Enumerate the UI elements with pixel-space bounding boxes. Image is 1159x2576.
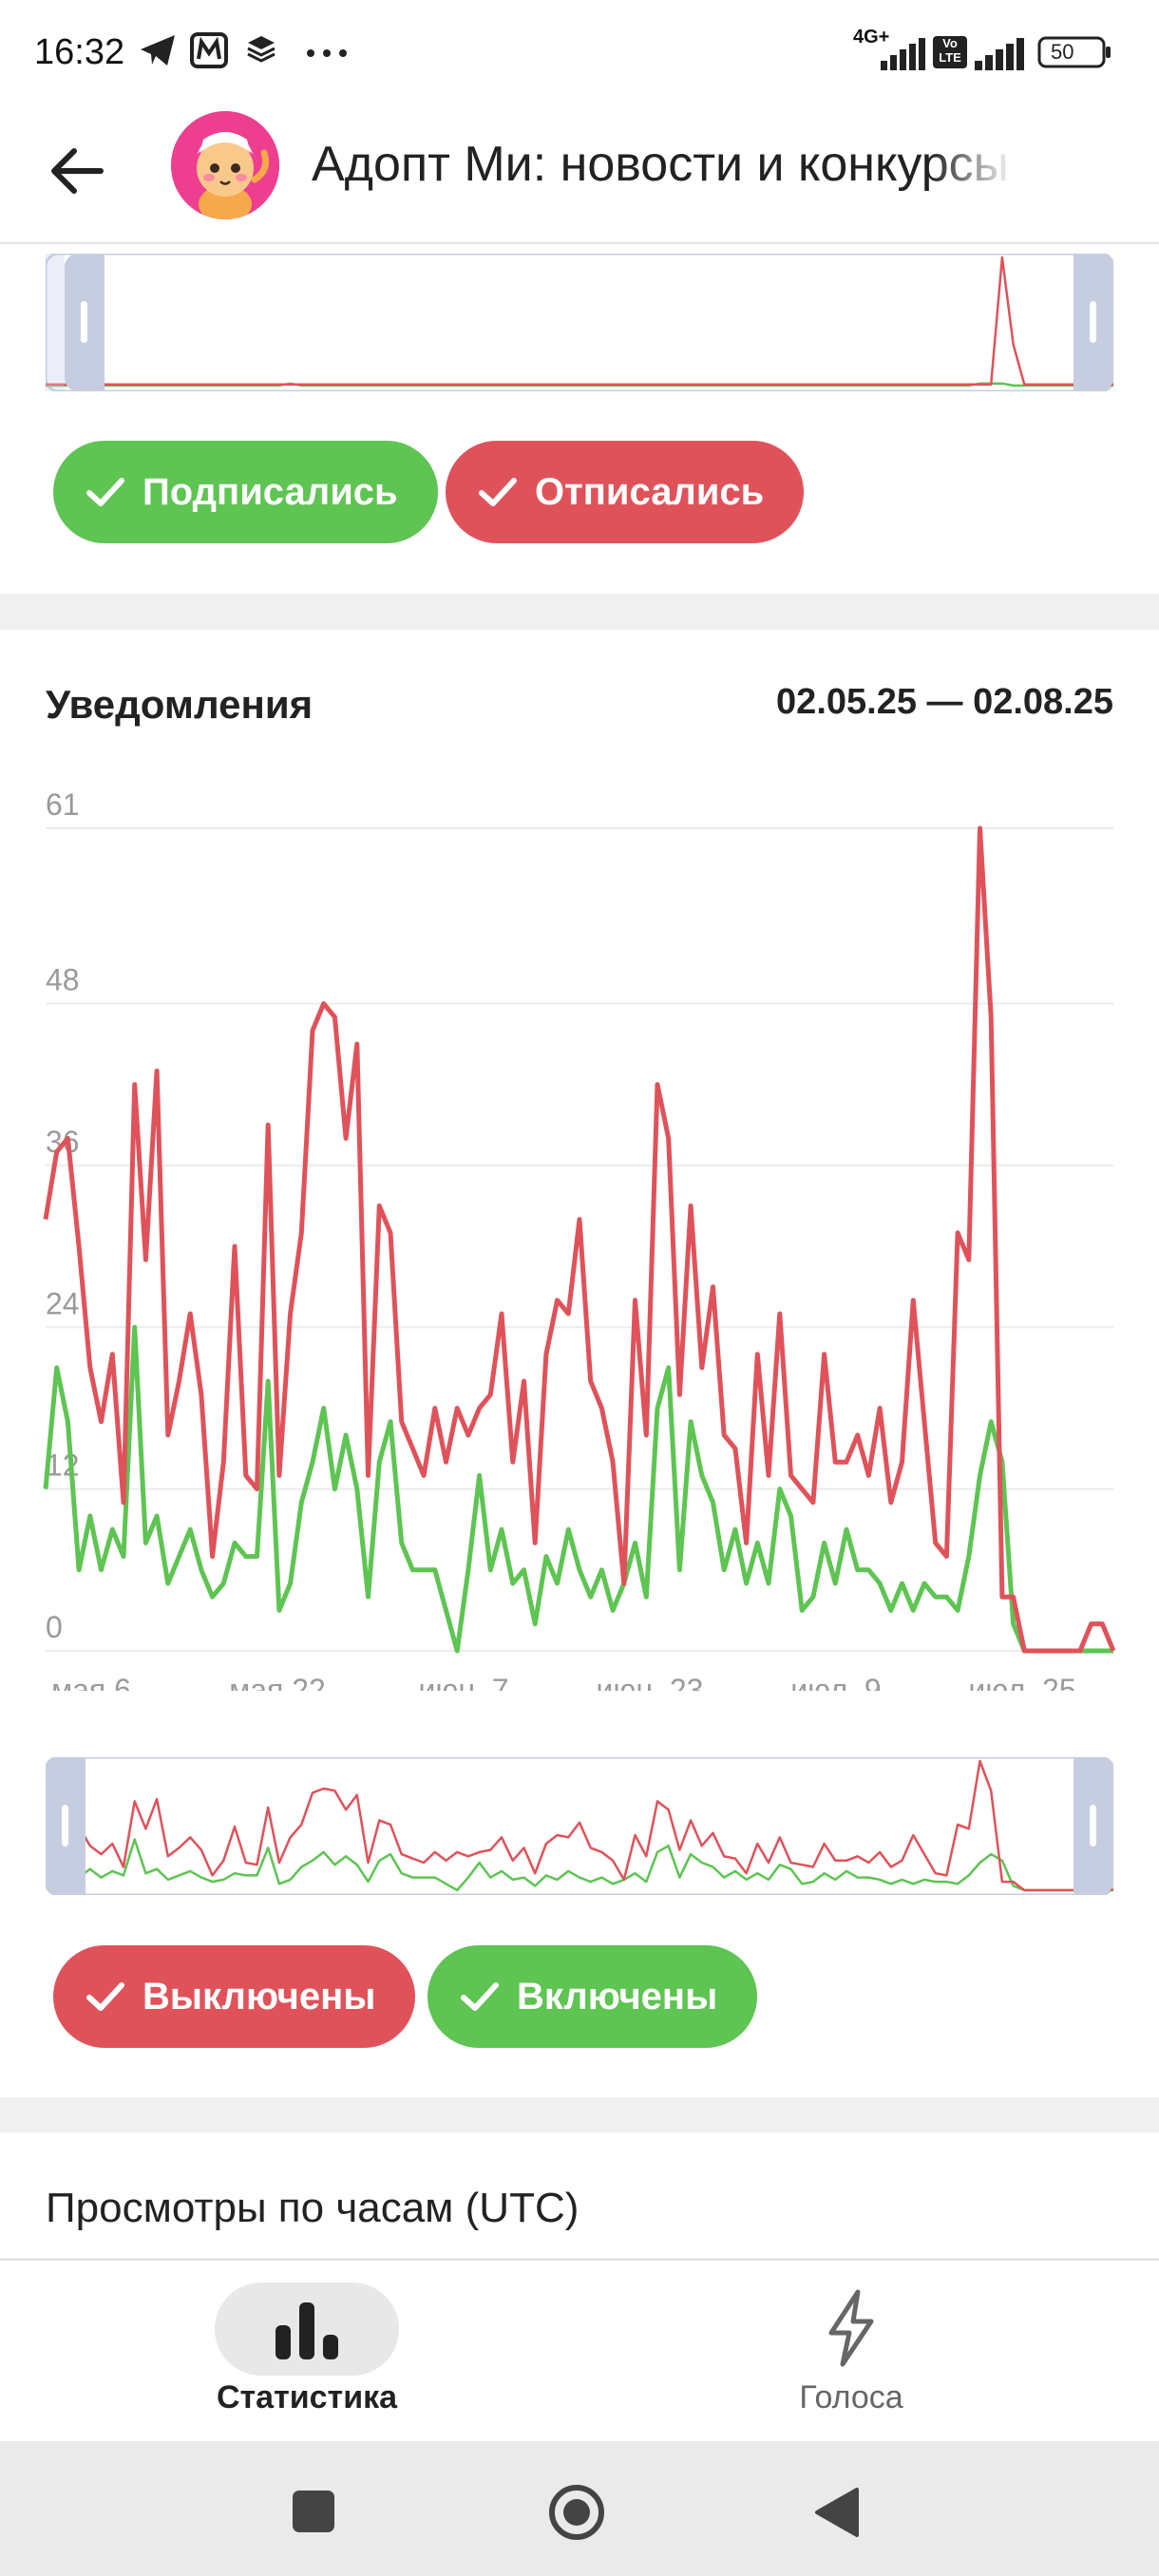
toggle-label: Отписались (535, 470, 765, 513)
toggle-label: Подписались (142, 470, 398, 513)
toggle-subscribed[interactable]: Подписались (53, 441, 438, 543)
notifications-range-navigator[interactable] (46, 1757, 1113, 1895)
preview-frame (46, 1757, 1113, 1895)
nav-label: Статистика (216, 2379, 398, 2415)
toggle-enabled[interactable]: Включены (428, 1945, 758, 2048)
network-type-label: 4G+ (853, 27, 890, 47)
x-tick-label: июл. 9 (790, 1673, 881, 1691)
x-tick-label: мая 6 (51, 1673, 131, 1691)
y-tick-label: 0 (46, 1610, 63, 1644)
range-handle-left[interactable] (65, 254, 104, 391)
arrow-left-icon (51, 148, 104, 194)
back-button[interactable] (38, 128, 124, 214)
range-handle-right[interactable] (1074, 1757, 1113, 1895)
signal-icon (860, 38, 926, 75)
layers-icon (245, 32, 277, 69)
toggle-unsubscribed[interactable]: Отписались (446, 441, 805, 543)
preview-frame (46, 254, 1113, 391)
app-m-icon (190, 32, 228, 73)
volte-icon: Vo LTE (933, 36, 967, 68)
x-tick-label: июл. 25 (968, 1673, 1075, 1691)
nav-item-votes[interactable]: Голоса (709, 2261, 994, 2443)
subscribers-range-navigator[interactable] (46, 254, 1113, 391)
battery-icon: 50 (1037, 36, 1113, 73)
subscribers-card: Подписались Отписались (0, 244, 1159, 594)
range-handle-right[interactable] (1074, 254, 1113, 391)
status-time: 16:32 (34, 32, 125, 72)
battery-level: 50 (1051, 40, 1074, 64)
check-icon (86, 1982, 124, 2011)
channel-avatar[interactable] (171, 111, 279, 219)
chart-date-range[interactable]: 02.05.25 — 02.08.25 (776, 682, 1113, 722)
preview-left-dim (46, 254, 65, 391)
app-header: Адопт Ми: новости и конкурсы (0, 100, 1159, 244)
status-bar: 16:32 4G+ Vo LTE 50 (0, 0, 1159, 100)
nav-label: Голоса (799, 2379, 903, 2415)
hourly-views-title: Просмотры по часам (UTC) (46, 2185, 580, 2231)
check-icon (479, 478, 517, 506)
x-tick-label: июн. 23 (597, 1673, 704, 1691)
toggle-label: Включены (517, 1975, 718, 2017)
square-recents-icon[interactable] (291, 2489, 336, 2534)
more-dots-icon (306, 46, 348, 63)
toggle-label: Выключены (142, 1975, 376, 2017)
preview-line-unsubscribed (46, 256, 1113, 387)
check-icon (86, 478, 124, 506)
toggle-disabled[interactable]: Выключены (53, 1945, 416, 2048)
lightning-icon (828, 2289, 874, 2367)
circle-home-icon[interactable] (547, 2483, 606, 2542)
series-line-disabled (43, 825, 1116, 1654)
signal-icon (975, 38, 1026, 75)
y-tick-label: 48 (46, 963, 80, 997)
mascot-avatar-icon (171, 111, 279, 219)
triangle-back-icon[interactable] (813, 2487, 861, 2538)
subscribers-preview-chart (46, 254, 1113, 391)
nav-item-statistics[interactable]: Статистика (164, 2261, 449, 2443)
bottom-navigation: Статистика Голоса (0, 2259, 1159, 2443)
hourly-views-card (0, 2132, 1159, 2258)
x-tick-label: июн. 7 (418, 1673, 508, 1691)
x-tick-label: мая 22 (229, 1673, 326, 1691)
y-tick-label: 24 (46, 1286, 80, 1320)
system-navigation-bar (0, 2441, 1159, 2576)
preview-line-enabled (46, 1838, 1113, 1892)
preview-line-disabled (46, 1759, 1113, 1892)
series-line-enabled (43, 1324, 1113, 1654)
telegram-icon (139, 32, 177, 73)
chart-title: Уведомления (46, 682, 314, 727)
channel-title: Адопт Ми: новости и конкурсы (312, 137, 1010, 192)
check-icon (461, 1982, 499, 2011)
y-tick-label: 61 (46, 787, 80, 822)
bar-chart-icon (276, 2302, 338, 2359)
range-handle-left[interactable] (46, 1757, 86, 1895)
notifications-preview-chart (46, 1757, 1113, 1895)
